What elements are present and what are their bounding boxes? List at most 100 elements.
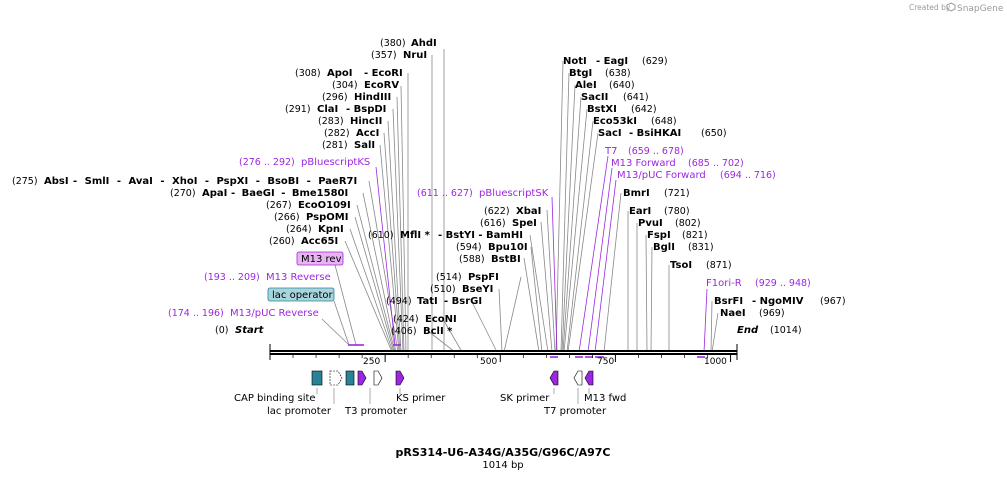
primer-range: (685 .. 702) xyxy=(688,158,744,169)
lac-operator-label: lac operator xyxy=(272,290,333,301)
site-pos: (969) xyxy=(759,308,785,319)
tick-label-1000: 1000 xyxy=(704,357,727,367)
snapgene-logo-icon xyxy=(946,2,956,12)
site-name: BseYI xyxy=(462,284,493,295)
site-name: ApaI xyxy=(202,188,227,199)
primer-range: (929 .. 948) xyxy=(755,278,811,289)
site-pos: (588) xyxy=(459,254,485,265)
feature-label-t7-promoter: T7 promoter xyxy=(543,406,607,417)
site-name: AhdI xyxy=(411,38,437,49)
site-pos: (380) xyxy=(380,38,406,49)
feature-connectors xyxy=(316,388,590,404)
site-name: AccI xyxy=(356,128,379,139)
primer-name: M13 Reverse xyxy=(266,272,331,283)
site-pos: (648) xyxy=(651,116,677,127)
site-pos: (281) xyxy=(322,140,348,151)
site-pos: (616) xyxy=(480,218,506,229)
site-pos: (640) xyxy=(609,80,635,91)
site-pos: (494) xyxy=(386,296,412,307)
feature-label-t3-promoter: T3 promoter xyxy=(344,406,408,417)
site-alt: - BstYI - BamHI xyxy=(438,230,523,241)
site-name: Bpu10I xyxy=(488,242,528,253)
site-pos: (296) xyxy=(322,92,348,103)
primer-name: F1ori-R xyxy=(706,278,742,289)
m13-fwd-feature xyxy=(584,370,594,386)
site-pos: (308) xyxy=(295,68,321,79)
primer-labels: (276 .. 292) pBluescriptKS M13 rev (193 … xyxy=(168,146,811,319)
site-connectors xyxy=(344,49,719,353)
site-pos: (282) xyxy=(324,128,350,139)
end-label: End xyxy=(737,325,759,336)
site-pos: (264) xyxy=(286,224,312,235)
tick-label-250: 250 xyxy=(363,357,380,367)
sequence-backbone xyxy=(269,344,738,360)
site-name: BstXI xyxy=(587,104,617,115)
site-name: AleI xyxy=(575,80,597,91)
cap-binding-site-feature xyxy=(311,370,323,386)
feature-label-lac-promoter: lac promoter xyxy=(267,406,332,417)
site-pos: (514) xyxy=(436,272,462,283)
lac-operator-box xyxy=(267,287,335,302)
site-pos: (594) xyxy=(456,242,482,253)
primer-range: (276 .. 292) xyxy=(239,157,295,168)
site-pos: (831) xyxy=(688,242,714,253)
m13-rev-feature xyxy=(357,370,367,386)
site-name: MflI * xyxy=(400,230,431,241)
primer-name: pBluescriptSK xyxy=(479,188,549,199)
site-name: FspI xyxy=(647,230,671,241)
site-name: BmrI xyxy=(623,188,650,199)
site-pos: (650) xyxy=(701,128,727,139)
site-pos: (642) xyxy=(631,104,657,115)
enzyme-labels: (380) AhdI (357) NruI (308) ApoI - EcoRI… xyxy=(12,38,846,337)
lac-promoter-feature xyxy=(329,370,343,386)
site-name: SacI xyxy=(598,128,622,139)
site-name: EarI xyxy=(629,206,651,217)
site-name: Eco53kI xyxy=(593,116,637,127)
site-name: PspOMI xyxy=(306,212,348,223)
site-name: ApoI xyxy=(327,68,353,79)
site-name: SacII xyxy=(581,92,608,103)
site-name: SpeI xyxy=(512,218,537,229)
site-name: NaeI xyxy=(720,308,746,319)
site-name: TatI xyxy=(417,296,438,307)
site-name: HindIII xyxy=(354,92,391,103)
site-name: BtgI xyxy=(569,68,592,79)
site-pos: (291) xyxy=(285,104,311,115)
primer-name: M13 Forward xyxy=(611,158,676,169)
site-pos: (721) xyxy=(664,188,690,199)
site-pos: (802) xyxy=(675,218,701,229)
site-pos: (275) xyxy=(12,176,38,187)
lac-operator-feature xyxy=(345,370,355,386)
end-pos: (1014) xyxy=(770,325,802,336)
site-name: BglI xyxy=(653,242,675,253)
site-pos: (424) xyxy=(393,314,419,325)
site-pos: (406) xyxy=(391,326,417,337)
scale-ticks xyxy=(292,355,732,362)
t7-promoter-feature xyxy=(573,370,583,386)
site-pos: (871) xyxy=(706,260,732,271)
site-name: Acc65I xyxy=(301,236,338,247)
primer-name: pBluescriptKS xyxy=(301,157,370,168)
site-name: AbsI xyxy=(44,176,69,187)
tick-label-500: 500 xyxy=(480,357,497,367)
site-name: XbaI xyxy=(516,206,541,217)
primer-range: (694 .. 716) xyxy=(720,170,776,181)
primer-range: (611 .. 627) xyxy=(417,188,473,199)
primer-box-connectors xyxy=(321,264,357,346)
tick-label-750: 750 xyxy=(597,357,614,367)
site-pos: (260) xyxy=(269,236,295,247)
snapgene-brand: SnapGene xyxy=(957,4,1004,14)
site-pos: (780) xyxy=(664,206,690,217)
site-pos: (821) xyxy=(682,230,708,241)
site-pos: (622) xyxy=(484,206,510,217)
site-pos: (304) xyxy=(332,80,358,91)
site-pos: (267) xyxy=(266,200,292,211)
plasmid-title: pRS314-U6-A34G/A35G/G96C/A97C xyxy=(396,446,611,459)
primer-name: T7 xyxy=(604,146,617,157)
site-alt: - BsrGI xyxy=(444,296,482,307)
feature-label-ks-primer: KS primer xyxy=(396,393,446,404)
site-name: PspFI xyxy=(468,272,499,283)
start-label: Start xyxy=(235,325,265,336)
site-name: TsoI xyxy=(670,260,692,271)
